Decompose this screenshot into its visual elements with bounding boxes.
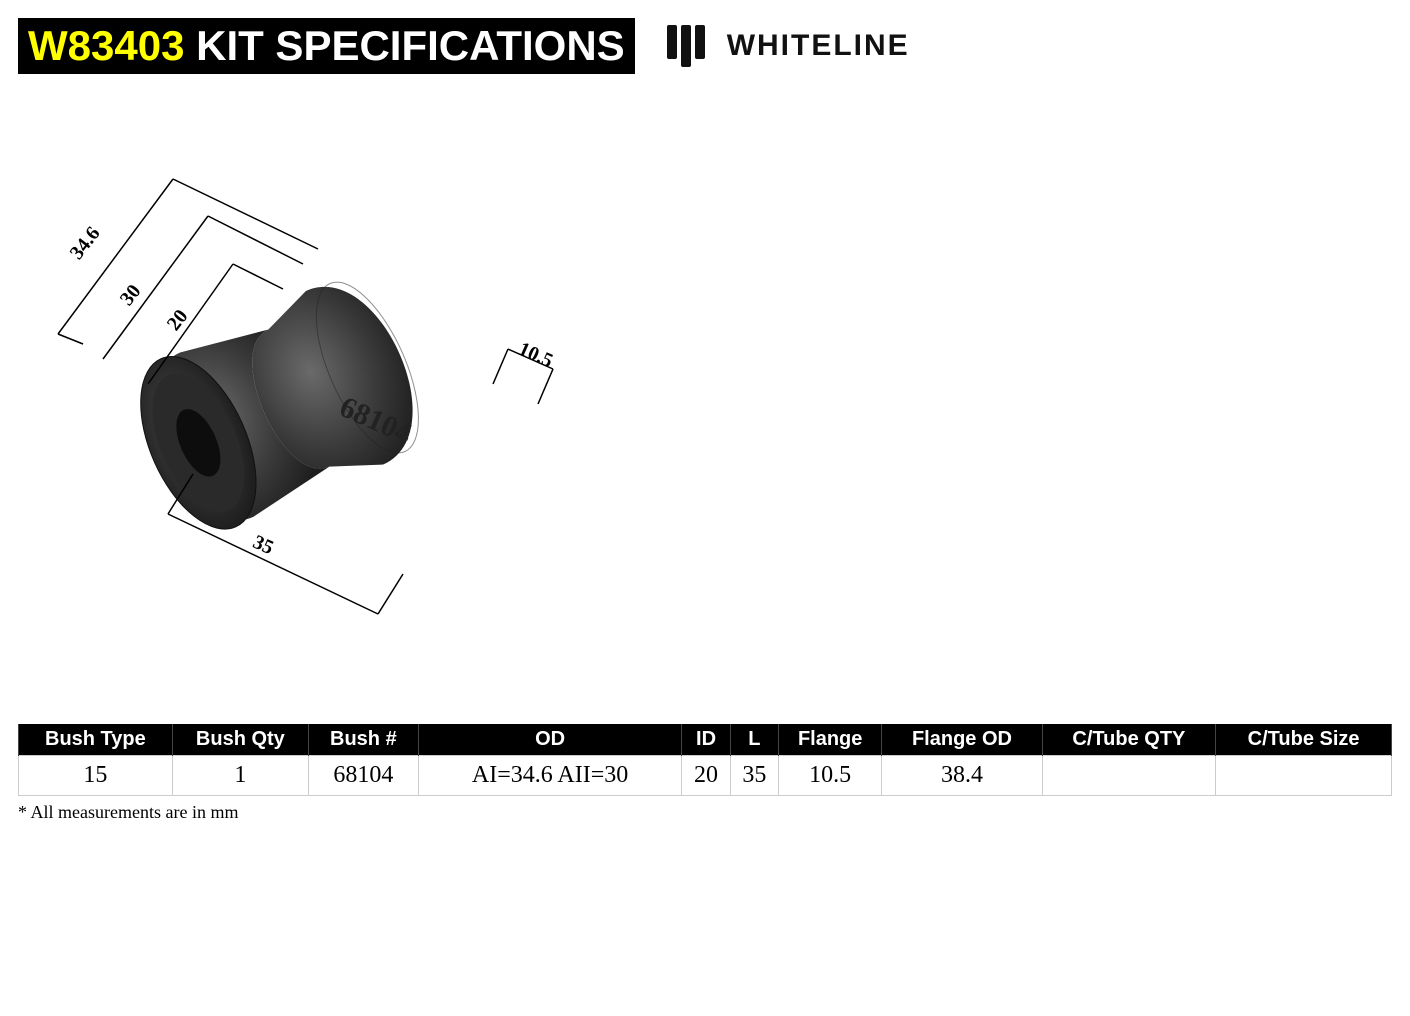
col-header: Bush Type xyxy=(19,724,173,756)
brand-name: WHITELINE xyxy=(727,29,910,63)
table-cell: 10.5 xyxy=(779,756,882,796)
col-header: Flange xyxy=(779,724,882,756)
table-cell: AI=34.6 AII=30 xyxy=(418,756,682,796)
col-header: Flange OD xyxy=(882,724,1042,756)
table-cell: 35 xyxy=(730,756,778,796)
footnote: * All measurements are in mm xyxy=(18,802,1392,823)
part-number: W83403 xyxy=(28,22,184,69)
col-header: L xyxy=(730,724,778,756)
table-cell: 15 xyxy=(19,756,173,796)
table-cell: 68104 xyxy=(308,756,418,796)
title-box: W83403 KIT SPECIFICATIONS xyxy=(18,18,635,74)
spec-table: Bush TypeBush QtyBush #ODIDLFlangeFlange… xyxy=(18,724,1392,796)
bush-diagram: 34.6 30 20 35 10.5 68104 xyxy=(28,134,588,654)
table-header-row: Bush TypeBush QtyBush #ODIDLFlangeFlange… xyxy=(19,724,1392,756)
col-header: Bush Qty xyxy=(172,724,308,756)
table-row: 15168104AI=34.6 AII=30203510.538.4 xyxy=(19,756,1392,796)
table-cell xyxy=(1042,756,1216,796)
logo-mark-icon xyxy=(659,19,713,73)
title-suffix: KIT SPECIFICATIONS xyxy=(184,22,624,69)
col-header: C/Tube Size xyxy=(1216,724,1392,756)
col-header: C/Tube QTY xyxy=(1042,724,1216,756)
col-header: Bush # xyxy=(308,724,418,756)
table-cell: 20 xyxy=(682,756,730,796)
col-header: ID xyxy=(682,724,730,756)
col-header: OD xyxy=(418,724,682,756)
table-cell: 1 xyxy=(172,756,308,796)
header: W83403 KIT SPECIFICATIONS WHITELINE xyxy=(18,18,1392,74)
brand-logo: WHITELINE xyxy=(659,19,910,73)
table-cell xyxy=(1216,756,1392,796)
table-cell: 38.4 xyxy=(882,756,1042,796)
